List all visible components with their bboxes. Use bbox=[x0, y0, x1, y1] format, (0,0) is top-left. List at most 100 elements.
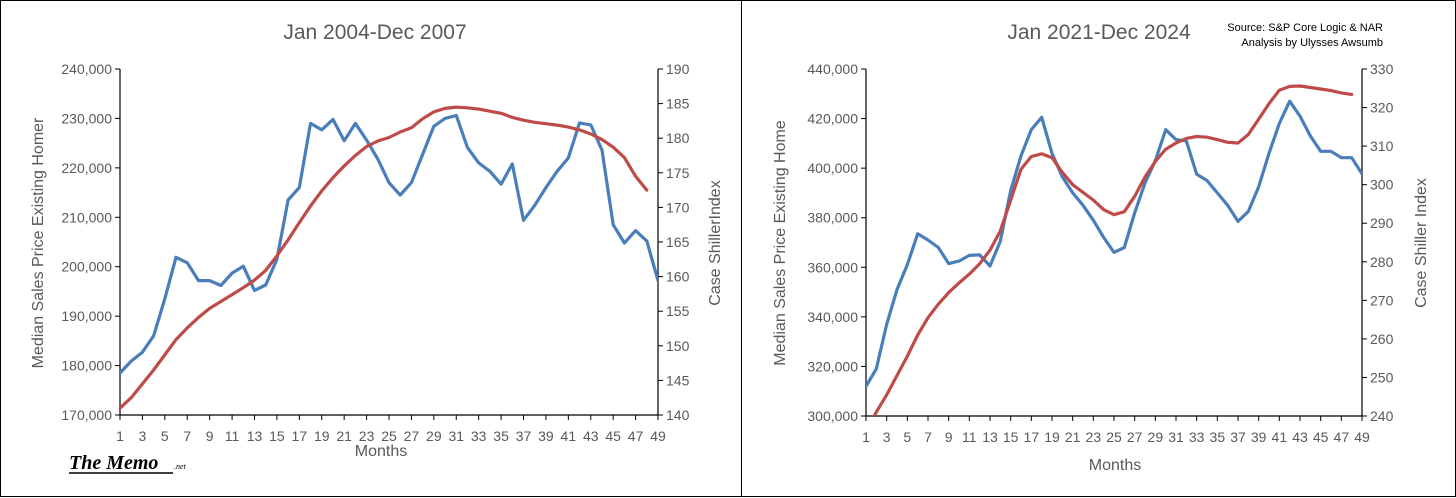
x-tick-label: 27 bbox=[404, 428, 420, 444]
x-tick-label: 15 bbox=[269, 428, 285, 444]
y2-axis-label: Case Shiller Index bbox=[1413, 178, 1430, 308]
x-axis-label: Months bbox=[1089, 457, 1141, 474]
y-tick-label: 440,000 bbox=[807, 61, 858, 77]
y2-tick-label: 145 bbox=[666, 372, 690, 388]
logo-suffix: .net bbox=[174, 462, 187, 471]
x-tick-label: 13 bbox=[982, 429, 998, 445]
y2-tick-label: 150 bbox=[666, 338, 690, 354]
y-tick-label: 420,000 bbox=[807, 111, 858, 127]
x-tick-label: 7 bbox=[924, 429, 932, 445]
source-note: Source: S&P Core Logic & NAR bbox=[1227, 22, 1383, 34]
analysis-note: Analysis by Ulysses Awsumb bbox=[1241, 37, 1383, 49]
x-tick-label: 47 bbox=[628, 428, 644, 444]
x-tick-label: 11 bbox=[962, 429, 977, 445]
y-tick-label: 210,000 bbox=[61, 209, 112, 225]
y2-tick-label: 260 bbox=[1370, 331, 1394, 347]
x-tick-label: 3 bbox=[883, 429, 891, 445]
x-tick-label: 7 bbox=[183, 428, 191, 444]
x-tick-label: 49 bbox=[650, 428, 666, 444]
x-tick-label: 45 bbox=[605, 428, 621, 444]
median-sales-price-line bbox=[120, 113, 658, 375]
x-tick-label: 9 bbox=[206, 428, 214, 444]
x-tick-label: 23 bbox=[1086, 429, 1102, 445]
y-tick-label: 230,000 bbox=[61, 110, 112, 126]
chart-right-svg: Jan 2021-Dec 2024 Source: S&P Core Logic… bbox=[772, 21, 1430, 474]
y2-tick-label: 180 bbox=[666, 130, 690, 146]
x-tick-label: 21 bbox=[1065, 429, 1081, 445]
y-tick-label: 240,000 bbox=[61, 61, 112, 77]
y-tick-label: 360,000 bbox=[807, 259, 858, 275]
x-tick-label: 43 bbox=[1292, 429, 1308, 445]
x-tick-label: 13 bbox=[247, 428, 263, 444]
x-tick-label: 45 bbox=[1313, 429, 1329, 445]
chart-title: Jan 2004-Dec 2007 bbox=[283, 21, 466, 44]
x-tick-label: 33 bbox=[471, 428, 487, 444]
series-group bbox=[120, 105, 658, 410]
x-tick-label: 29 bbox=[1148, 429, 1164, 445]
x-tick-label: 49 bbox=[1354, 429, 1370, 445]
y-tick-label: 340,000 bbox=[807, 309, 858, 325]
x-tick-label: 35 bbox=[493, 428, 509, 444]
x-tick-label: 27 bbox=[1127, 429, 1143, 445]
x-tick-label: 5 bbox=[161, 428, 169, 444]
y-tick-label: 400,000 bbox=[807, 160, 858, 176]
y2-tick-label: 155 bbox=[666, 303, 690, 319]
x-tick-label: 41 bbox=[1272, 429, 1288, 445]
y2-tick-label: 290 bbox=[1370, 215, 1394, 231]
x-tick-label: 33 bbox=[1189, 429, 1205, 445]
x-tick-label: 9 bbox=[945, 429, 953, 445]
y2-tick-label: 170 bbox=[666, 199, 690, 215]
y2-tick-label: 330 bbox=[1370, 61, 1394, 77]
y-tick-label: 300,000 bbox=[807, 408, 858, 424]
y2-tick-label: 270 bbox=[1370, 292, 1394, 308]
x-tick-label: 17 bbox=[292, 428, 308, 444]
case-shiller-index-line bbox=[872, 84, 1354, 416]
y2-tick-label: 310 bbox=[1370, 138, 1394, 154]
x-tick-label: 11 bbox=[225, 428, 240, 444]
y-tick-label: 220,000 bbox=[61, 160, 112, 176]
x-tick-label: 25 bbox=[381, 428, 397, 444]
x-axis-label: Months bbox=[355, 443, 407, 460]
case-shiller-index-line bbox=[120, 105, 649, 410]
y2-tick-label: 320 bbox=[1370, 100, 1394, 116]
y-tick-label: 320,000 bbox=[807, 358, 858, 374]
x-tick-label: 37 bbox=[516, 428, 532, 444]
y2-axis-label: Case ShillerIndex bbox=[707, 180, 724, 305]
y2-tick-label: 140 bbox=[666, 407, 690, 423]
median-sales-price-line bbox=[866, 99, 1362, 388]
y-tick-label: 200,000 bbox=[61, 259, 112, 275]
x-tick-label: 1 bbox=[862, 429, 870, 445]
y2-tick-label: 190 bbox=[666, 61, 690, 77]
y-axis-label: Median Sales Price Existing Homer bbox=[30, 117, 47, 368]
x-tick-label: 3 bbox=[139, 428, 147, 444]
x-tick-label: 35 bbox=[1210, 429, 1226, 445]
x-tick-label: 37 bbox=[1230, 429, 1246, 445]
x-tick-label: 47 bbox=[1334, 429, 1350, 445]
x-tick-label: 41 bbox=[561, 428, 577, 444]
y2-tick-label: 185 bbox=[666, 96, 690, 112]
x-tick-label: 5 bbox=[903, 429, 911, 445]
y2-tick-label: 280 bbox=[1370, 254, 1394, 270]
chart-panel-left: Jan 2004-Dec 2007 Months Median Sales Pr… bbox=[0, 0, 743, 497]
logo-text: The Memo bbox=[69, 452, 158, 474]
y2-tick-label: 175 bbox=[666, 165, 690, 181]
x-tick-label: 43 bbox=[583, 428, 599, 444]
x-tick-label: 39 bbox=[538, 428, 554, 444]
y-tick-label: 190,000 bbox=[61, 308, 112, 324]
chart-left-svg: Jan 2004-Dec 2007 Months Median Sales Pr… bbox=[30, 21, 724, 474]
y2-tick-label: 250 bbox=[1370, 369, 1394, 385]
series-group bbox=[866, 84, 1362, 416]
y-tick-label: 380,000 bbox=[807, 210, 858, 226]
y-tick-label: 170,000 bbox=[61, 407, 112, 423]
x-tick-label: 23 bbox=[359, 428, 375, 444]
y-axis-label: Median Sales Price Existing Home bbox=[772, 120, 789, 366]
y2-tick-label: 300 bbox=[1370, 177, 1394, 193]
y2-tick-label: 240 bbox=[1370, 408, 1394, 424]
x-tick-label: 19 bbox=[1044, 429, 1060, 445]
x-tick-label: 31 bbox=[1168, 429, 1184, 445]
x-tick-label: 29 bbox=[426, 428, 442, 444]
x-tick-label: 25 bbox=[1106, 429, 1122, 445]
chart-panel-right: Jan 2021-Dec 2024 Source: S&P Core Logic… bbox=[741, 0, 1456, 497]
x-tick-label: 31 bbox=[448, 428, 464, 444]
y2-tick-label: 160 bbox=[666, 269, 690, 285]
